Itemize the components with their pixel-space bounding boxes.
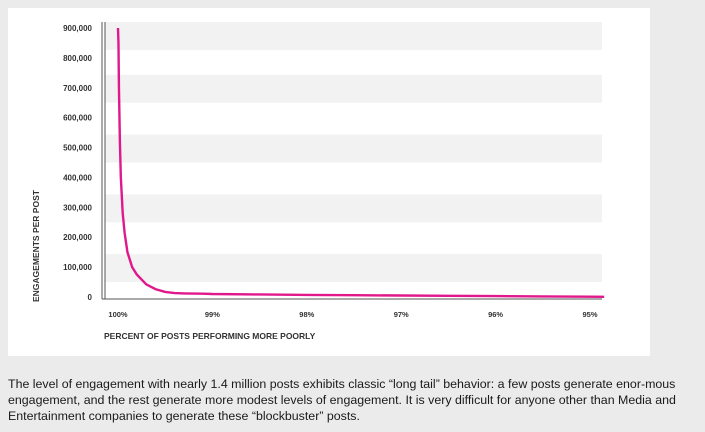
x-tick-label: 96%	[488, 310, 503, 319]
x-tick-label: 100%	[108, 310, 128, 319]
y-axis-title: ENGAGEMENTS PER POST	[31, 189, 41, 302]
y-tick-label: 100,000	[63, 263, 92, 272]
grid-band	[105, 254, 602, 283]
y-tick-label: 700,000	[63, 84, 92, 93]
y-axis-ticks: 900,000 800,000 700,000 600,000 500,000 400,0…	[63, 24, 92, 302]
y-tick-label: 0	[88, 293, 93, 302]
y-tick-label: 400,000	[63, 173, 92, 182]
y-tick-label: 900,000	[63, 24, 92, 33]
x-tick-label: 95%	[582, 310, 597, 319]
y-tick-label: 200,000	[63, 233, 92, 242]
y-tick-label: 500,000	[63, 144, 92, 153]
grid-bands	[105, 22, 602, 283]
x-axis-ticks: 100% 99% 98% 97% 96% 95%	[108, 310, 597, 319]
y-tick-label: 600,000	[63, 114, 92, 123]
x-axis-title: PERCENT OF POSTS PERFORMING MORE POORLY	[104, 331, 316, 341]
grid-band	[105, 134, 602, 163]
x-tick-label: 97%	[394, 310, 409, 319]
grid-band	[105, 74, 602, 103]
grid-band	[105, 22, 602, 50]
chart-caption: The level of engagement with nearly 1.4 …	[8, 377, 676, 423]
chart-panel: 900,000 800,000 700,000 600,000 500,000 400,0…	[8, 8, 650, 356]
y-tick-label: 300,000	[63, 203, 92, 212]
grid-band	[105, 194, 602, 223]
x-tick-label: 98%	[299, 310, 314, 319]
x-tick-label: 99%	[205, 310, 220, 319]
long-tail-chart: 900,000 800,000 700,000 600,000 500,000 400,0…	[31, 22, 605, 341]
series-line	[116, 27, 605, 299]
y-tick-label: 800,000	[63, 54, 92, 63]
